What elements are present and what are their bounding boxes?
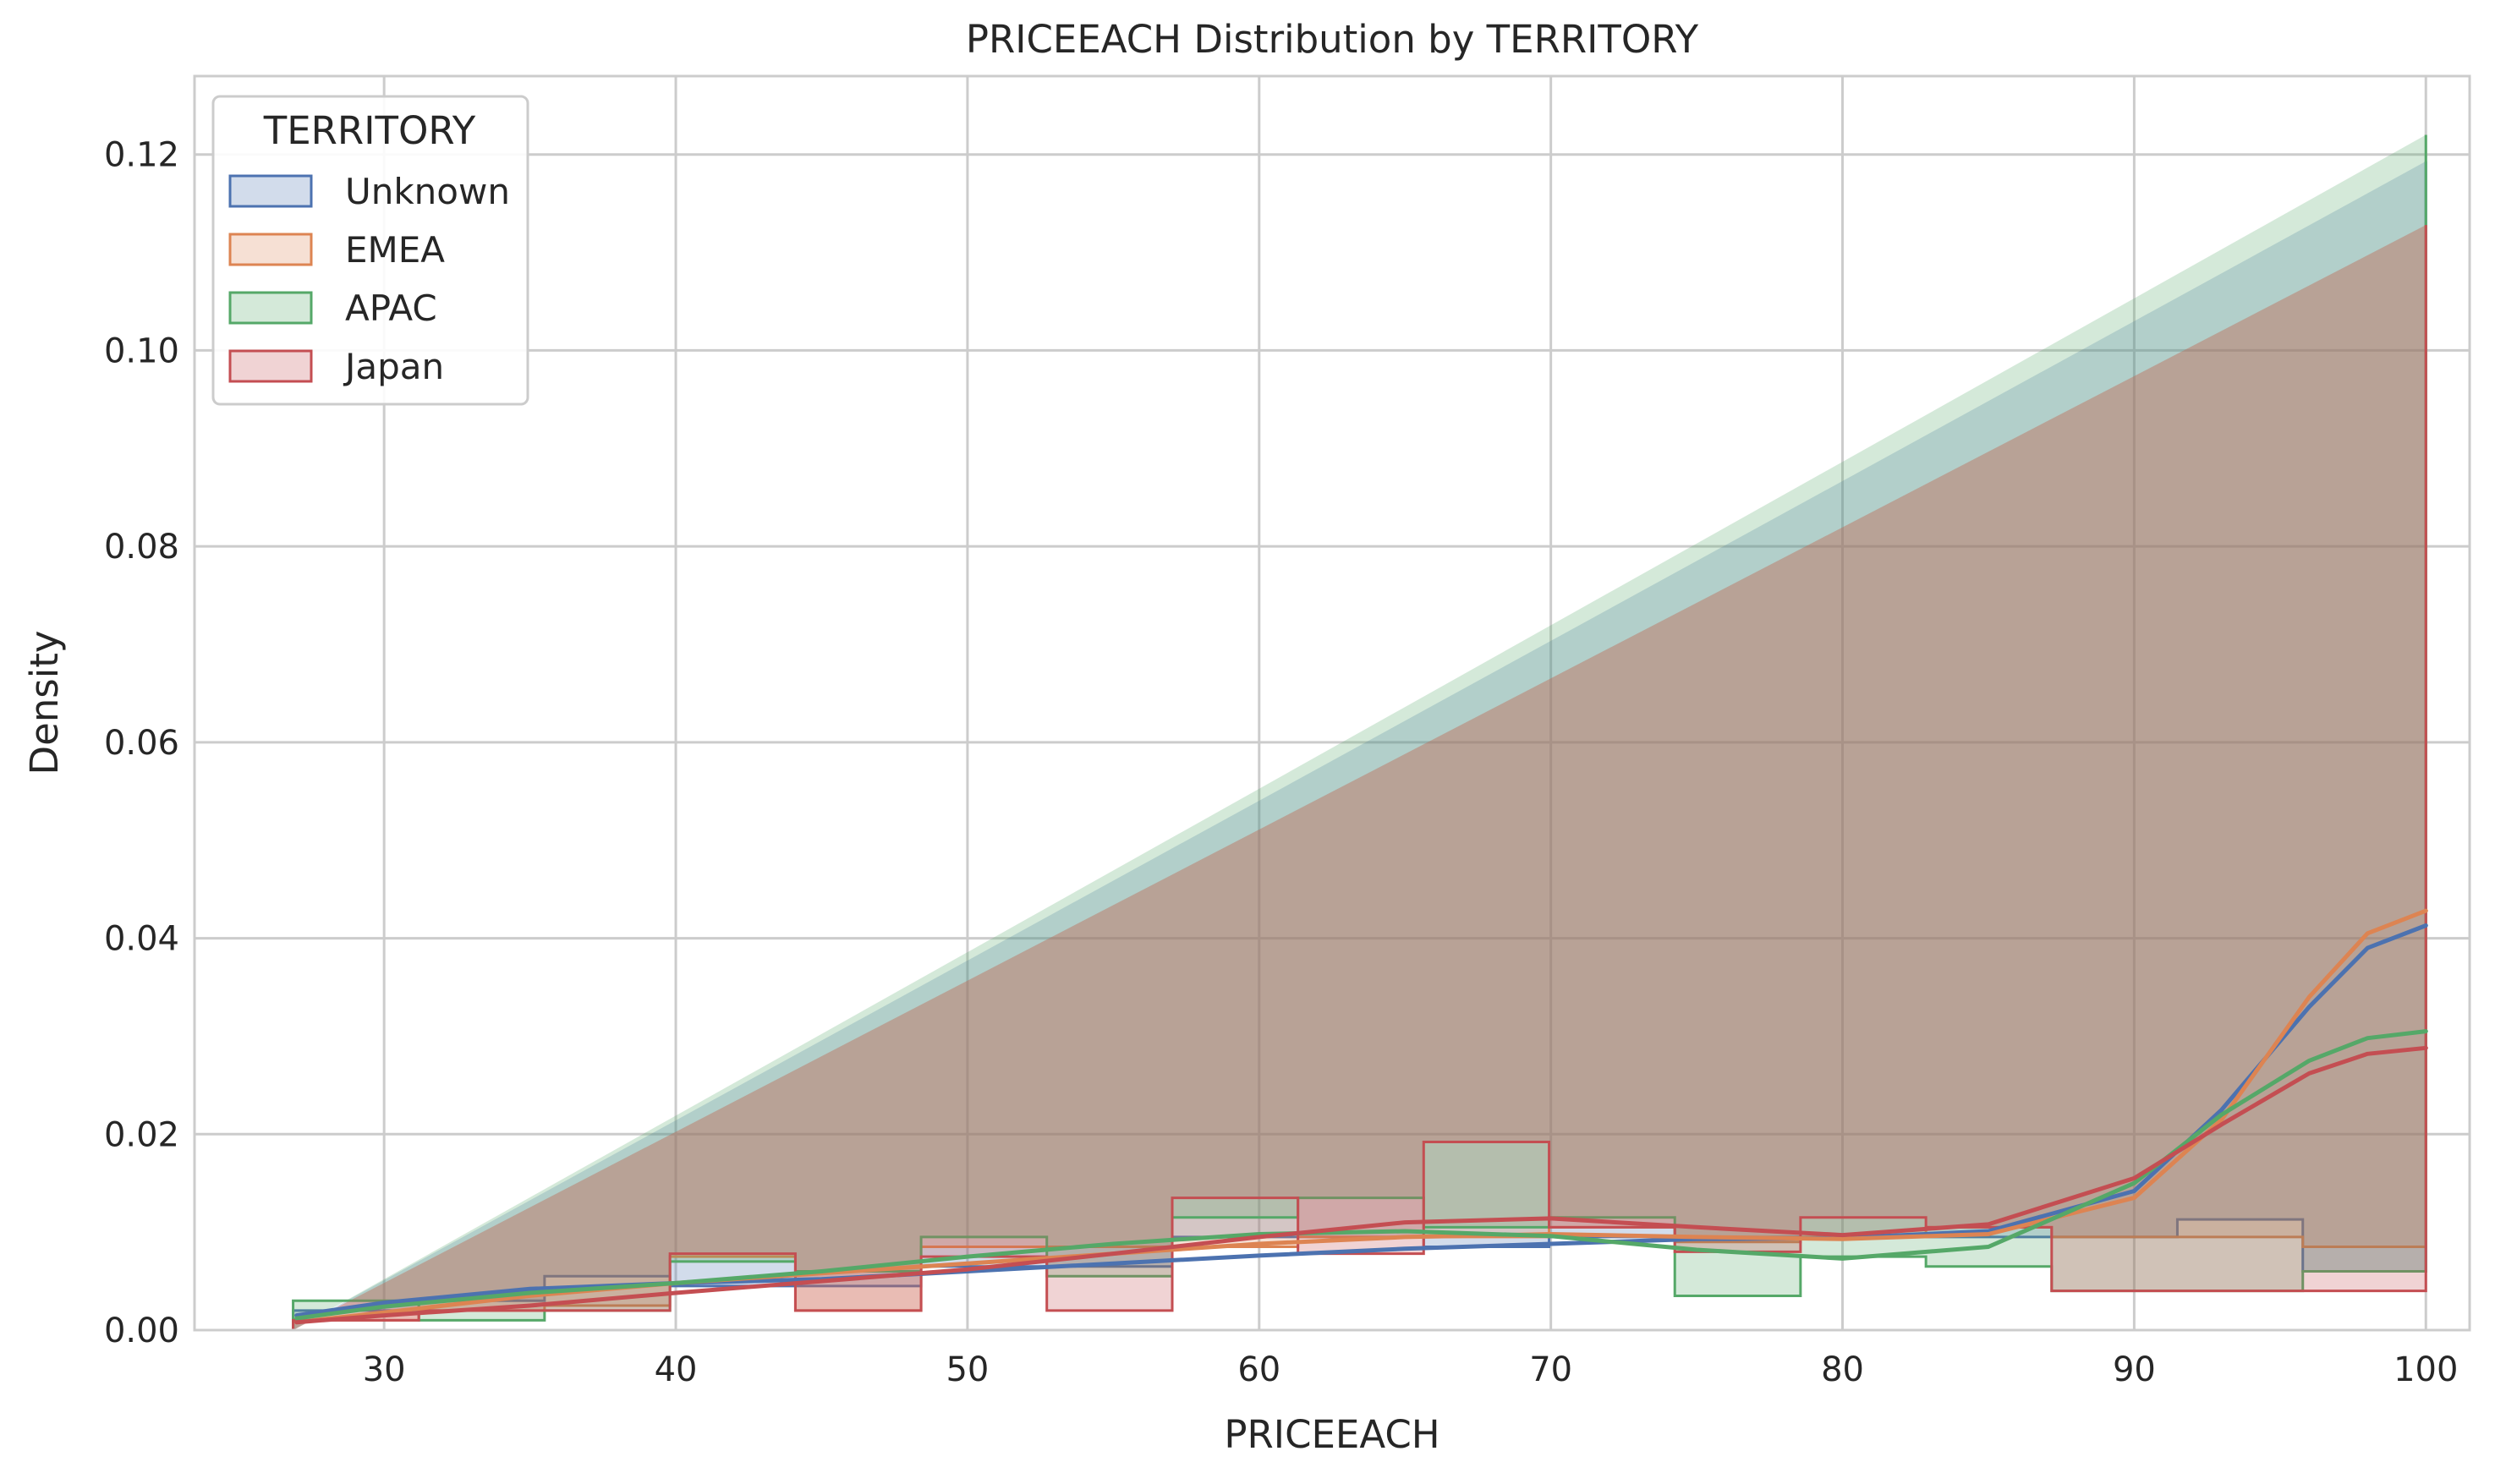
legend-label-apac: APAC: [345, 287, 437, 329]
y-tick-label: 0.00: [104, 1312, 179, 1350]
chart-title: PRICEEACH Distribution by TERRITORY: [966, 17, 1699, 62]
y-tick-label: 0.02: [104, 1115, 179, 1154]
histogram-bars: [292, 134, 2427, 1330]
y-axis-label: Density: [22, 630, 67, 775]
y-tick-label: 0.06: [104, 724, 179, 763]
legend-label-japan: Japan: [343, 346, 444, 387]
y-tick-label: 0.04: [104, 920, 179, 959]
legend-frame: [211, 95, 529, 406]
plot-frame: [193, 74, 2471, 1332]
y-axis-ticks: 0.00 0.02 0.04 0.06 0.08 0.10 0.12: [104, 136, 179, 1350]
x-tick-label: 60: [1237, 1350, 1280, 1389]
legend-label-unknown: Unknown: [345, 171, 510, 212]
y-tick-label: 0.12: [104, 136, 179, 175]
x-axis-label: PRICEEACH: [1224, 1412, 1439, 1457]
legend-swatch-unknown: [228, 174, 313, 208]
x-tick-label: 70: [1529, 1350, 1572, 1389]
x-tick-label: 80: [1821, 1350, 1864, 1389]
x-tick-label: 30: [363, 1350, 406, 1389]
legend: TERRITORY Unknown EMEA APAC Japan: [211, 95, 529, 406]
x-tick-label: 100: [2394, 1350, 2458, 1389]
plot-background: [195, 76, 2470, 1330]
legend-title: TERRITORY: [263, 108, 476, 153]
kde-line-japan: [294, 1045, 2428, 1325]
x-tick-label: 90: [2113, 1350, 2156, 1389]
x-tick-label: 40: [655, 1350, 698, 1389]
kde-curves: [294, 908, 2428, 1325]
y-tick-label: 0.10: [104, 331, 179, 370]
legend-swatch-emea: [228, 233, 313, 266]
x-tick-label: 50: [946, 1350, 989, 1389]
legend-swatch-apac: [228, 291, 313, 325]
legend-swatch-japan: [228, 349, 313, 383]
legend-items: Unknown EMEA APAC Japan: [228, 171, 510, 387]
kde-line-apac: [294, 1029, 2428, 1321]
x-axis-ticks: 30 40 50 60 70 80 90 100: [363, 1350, 2459, 1389]
y-tick-label: 0.08: [104, 528, 179, 567]
legend-label-emea: EMEA: [345, 229, 445, 271]
